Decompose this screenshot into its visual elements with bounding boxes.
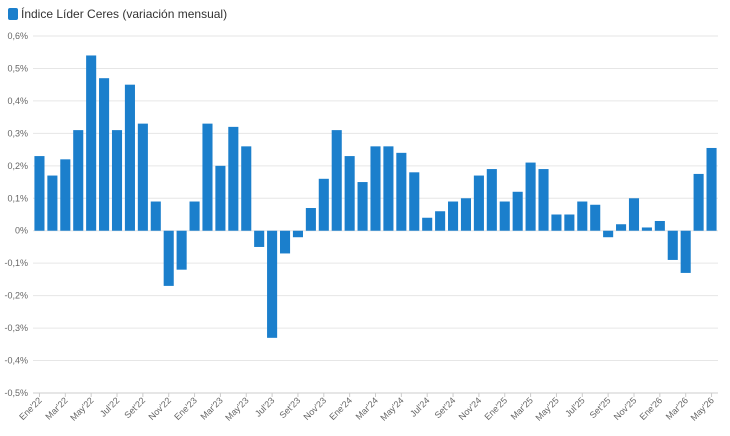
bar bbox=[137, 123, 148, 231]
legend-swatch bbox=[8, 8, 18, 20]
bar bbox=[667, 230, 678, 260]
x-tick-label: Ene'22 bbox=[17, 395, 44, 422]
bar bbox=[86, 55, 97, 231]
bar bbox=[654, 220, 665, 231]
bar bbox=[499, 201, 510, 231]
x-tick-label: May'24 bbox=[378, 395, 405, 422]
bar bbox=[150, 201, 161, 231]
bar bbox=[370, 146, 381, 231]
bar bbox=[603, 230, 614, 238]
bar bbox=[279, 230, 291, 254]
x-tick-label: Mar'24 bbox=[354, 395, 380, 421]
y-tick-label: 0% bbox=[15, 226, 28, 236]
x-tick-label: Ene'23 bbox=[172, 395, 199, 422]
x-tick-label: Nov'25 bbox=[612, 395, 639, 422]
x-tick-label: Nov'22 bbox=[146, 395, 173, 422]
bar bbox=[422, 217, 433, 231]
bar bbox=[628, 198, 640, 231]
bar bbox=[215, 165, 226, 231]
bar bbox=[409, 172, 420, 231]
bar bbox=[47, 175, 58, 231]
bar bbox=[34, 156, 45, 231]
bar bbox=[577, 201, 588, 231]
bar bbox=[267, 230, 278, 338]
bar bbox=[241, 146, 252, 231]
bar bbox=[512, 191, 523, 231]
y-tick-label: 0,4% bbox=[7, 96, 28, 106]
x-tick-label: Set'23 bbox=[277, 395, 302, 420]
bar bbox=[486, 169, 497, 231]
y-tick-label: -0,3% bbox=[4, 323, 28, 333]
bar bbox=[228, 126, 239, 231]
bar bbox=[383, 146, 394, 231]
bar bbox=[616, 224, 627, 231]
bar bbox=[189, 201, 200, 231]
y-tick-label: -0,4% bbox=[4, 356, 28, 366]
bar bbox=[318, 178, 329, 231]
legend-label: Índice Líder Ceres (variación mensual) bbox=[21, 7, 228, 21]
bar bbox=[99, 78, 110, 231]
x-tick-label: Jul'23 bbox=[253, 395, 277, 419]
x-tick-label: Set'24 bbox=[433, 395, 458, 420]
bar bbox=[254, 230, 265, 247]
bar bbox=[176, 230, 187, 270]
x-tick-label: Ene'26 bbox=[638, 395, 665, 422]
x-tick-label: Jul'22 bbox=[98, 395, 122, 419]
x-tick-label: Nov'23 bbox=[302, 395, 329, 422]
chart-legend: Índice Líder Ceres (variación mensual) bbox=[8, 7, 227, 21]
y-tick-label: -0,2% bbox=[4, 291, 28, 301]
bar bbox=[590, 204, 601, 231]
y-tick-label: 0,3% bbox=[7, 128, 28, 138]
bar bbox=[163, 230, 174, 286]
bar bbox=[473, 175, 484, 231]
bar bbox=[331, 130, 342, 231]
x-tick-label: Ene'25 bbox=[482, 395, 509, 422]
x-tick-label: Nov'24 bbox=[457, 395, 484, 422]
x-tick-label: Jul'24 bbox=[408, 395, 432, 419]
bar bbox=[460, 198, 472, 231]
x-tick-label: May'23 bbox=[223, 395, 250, 422]
bar bbox=[538, 169, 549, 231]
y-tick-label: 0,6% bbox=[7, 31, 28, 41]
x-tick-label: Set'25 bbox=[588, 395, 613, 420]
bar bbox=[305, 208, 316, 231]
x-tick-label: Set'22 bbox=[122, 395, 147, 420]
x-tick-label: May'22 bbox=[68, 395, 95, 422]
x-tick-label: Mar'25 bbox=[509, 395, 535, 421]
bar bbox=[111, 130, 123, 231]
bar bbox=[357, 182, 368, 231]
x-tick-label: Mar'26 bbox=[664, 395, 690, 421]
bar bbox=[202, 123, 213, 231]
x-tick-label: Mar'23 bbox=[198, 395, 224, 421]
y-tick-label: -0,1% bbox=[4, 258, 28, 268]
bar bbox=[448, 201, 459, 231]
bar bbox=[551, 214, 562, 231]
y-tick-label: 0,2% bbox=[7, 161, 28, 171]
bar bbox=[344, 156, 355, 231]
bar bbox=[60, 159, 71, 231]
bar bbox=[435, 211, 446, 231]
y-tick-label: 0,1% bbox=[7, 193, 28, 203]
bar bbox=[693, 173, 704, 231]
bar bbox=[73, 130, 84, 231]
bar bbox=[525, 162, 536, 231]
bar bbox=[396, 152, 407, 231]
y-tick-label: 0,5% bbox=[7, 63, 28, 73]
y-tick-label: -0,5% bbox=[4, 388, 28, 398]
x-tick-label: May'25 bbox=[533, 395, 560, 422]
bar bbox=[680, 230, 691, 273]
x-tick-label: May'26 bbox=[689, 395, 716, 422]
bar bbox=[124, 84, 135, 231]
bar bbox=[292, 230, 303, 238]
x-tick-label: Ene'24 bbox=[327, 395, 354, 422]
bar bbox=[706, 147, 717, 231]
bar bbox=[641, 227, 652, 231]
x-tick-label: Mar'22 bbox=[43, 395, 69, 421]
bar bbox=[564, 214, 575, 231]
x-tick-label: Jul'25 bbox=[563, 395, 587, 419]
